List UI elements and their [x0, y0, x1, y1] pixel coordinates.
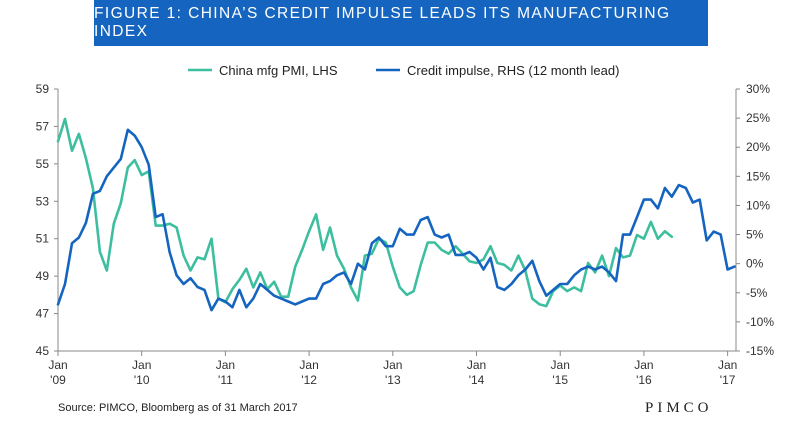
right-tick-label: 25% [746, 111, 770, 125]
credit-impulse-series-line [56, 128, 736, 312]
chart-title: FIGURE 1: CHINA’S CREDIT IMPULSE LEADS I… [94, 0, 708, 46]
x-tick-month: Jan [216, 358, 235, 372]
x-tick-year: '09 [50, 373, 66, 387]
source-note: Source: PIMCO, Bloomberg as of 31 March … [58, 402, 298, 414]
x-tick-year: '14 [469, 373, 485, 387]
x-tick-month: Jan [132, 358, 151, 372]
left-tick-label: 57 [36, 119, 50, 133]
left-tick-label: 47 [36, 307, 50, 321]
x-tick-month: Jan [718, 358, 737, 372]
right-tick-label: -10% [746, 315, 774, 329]
right-tick-label: 10% [746, 198, 770, 212]
right-tick-label: 20% [746, 140, 770, 154]
right-tick-label: 30% [746, 82, 770, 96]
pmi-series-line [56, 117, 674, 308]
x-tick-year: '15 [552, 373, 568, 387]
right-tick-label: 0% [746, 257, 764, 271]
x-tick-month: Jan [299, 358, 318, 372]
x-tick-month: Jan [551, 358, 570, 372]
x-tick-year: '10 [134, 373, 150, 387]
x-tick-month: Jan [383, 358, 402, 372]
left-tick-label: 55 [36, 157, 50, 171]
left-tick-label: 49 [36, 269, 50, 283]
left-tick-label: 45 [36, 344, 50, 358]
x-tick-year: '17 [720, 373, 736, 387]
legend-label-credit: Credit impulse, RHS (12 month lead) [407, 63, 619, 78]
x-tick-month: Jan [634, 358, 653, 372]
pimco-logo: PIMCO [645, 400, 713, 416]
x-tick-year: '12 [301, 373, 317, 387]
left-tick-label: 53 [36, 194, 50, 208]
x-tick-month: Jan [48, 358, 67, 372]
x-tick-year: '11 [218, 373, 233, 387]
right-tick-label: -5% [746, 286, 768, 300]
right-tick-label: 5% [746, 228, 764, 242]
left-tick-label: 51 [36, 232, 50, 246]
left-tick-label: 59 [36, 82, 50, 96]
legend-label-pmi: China mfg PMI, LHS [219, 63, 338, 78]
right-tick-label: 15% [746, 169, 770, 183]
x-tick-month: Jan [467, 358, 486, 372]
right-tick-label: -15% [746, 344, 774, 358]
x-tick-year: '16 [636, 373, 652, 387]
x-tick-year: '13 [385, 373, 401, 387]
